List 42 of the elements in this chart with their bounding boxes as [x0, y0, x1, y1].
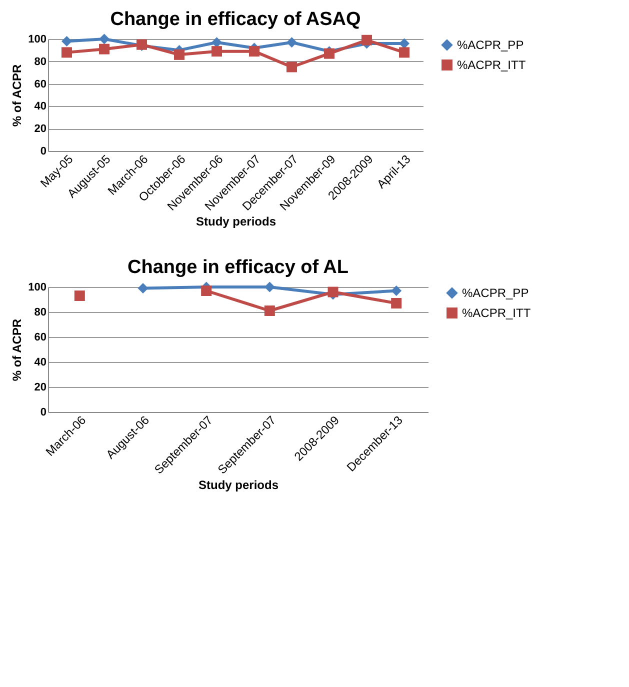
y-tick-label: 80	[34, 56, 46, 68]
y-tick-label: 80	[34, 306, 46, 318]
point	[74, 290, 85, 301]
y-tick-label: 100	[28, 282, 46, 294]
chart-title: Change in efficacy of AL	[128, 257, 349, 278]
legend-label: %ACPR_ITT	[462, 306, 532, 320]
legend-label: %ACPR_PP	[462, 286, 529, 300]
point	[286, 62, 297, 72]
x-axis-title: Study periods	[198, 478, 279, 492]
y-tick-label: 40	[34, 356, 46, 368]
y-tick-label: 20	[34, 123, 46, 136]
y-tick-label: 20	[34, 382, 46, 394]
point	[62, 47, 72, 58]
point	[362, 34, 372, 46]
legend-label: %ACPR_ITT	[457, 58, 526, 72]
point	[99, 44, 110, 54]
chart-title: Change in efficacy of ASAQ	[110, 9, 361, 30]
y-tick-label: 100	[28, 34, 46, 46]
y-tick-label: 60	[34, 78, 46, 90]
y-tick-label: 40	[34, 100, 46, 113]
point	[212, 37, 222, 48]
y-axis-title: % of ACPR	[10, 64, 24, 127]
point	[328, 286, 338, 298]
x-axis-title: Study periods	[196, 214, 276, 229]
y-tick-label: 0	[40, 146, 46, 158]
point	[286, 37, 297, 48]
point	[391, 286, 402, 296]
point	[399, 38, 410, 49]
y-axis-title: % of ACPR	[10, 318, 24, 382]
legend-label: %ACPR_PP	[457, 38, 524, 52]
point	[391, 298, 402, 308]
point	[99, 34, 110, 44]
point	[138, 283, 148, 294]
point	[174, 49, 184, 60]
y-tick-label: 0	[40, 406, 46, 418]
y-tick-label: 60	[34, 332, 46, 344]
point	[264, 306, 275, 316]
point	[249, 46, 260, 57]
point	[212, 46, 222, 57]
point	[201, 286, 212, 296]
point	[62, 36, 72, 46]
point	[399, 47, 410, 58]
